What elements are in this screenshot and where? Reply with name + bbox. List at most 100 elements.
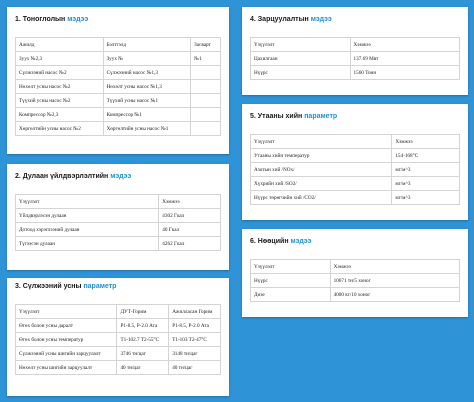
card-number: 1. xyxy=(15,16,21,23)
consumption-table: Үзүүлэлт Хэмжээ Цахилгаан 137.69 Мвт Нүүрс 15… xyxy=(250,37,461,80)
flue-gas-table: Үзүүлэлт Хэмжээ Утааны хийн температур 154-… xyxy=(249,134,460,205)
column-header: Хэмжээ xyxy=(158,194,221,209)
card-title-highlight: параметр xyxy=(304,113,338,120)
network-water-table: Үзүүлэлт ДУТ-Горим Ажилласан Горим Өгөх бол… xyxy=(14,304,221,375)
table-cell: Түүхий усны насос №1 xyxy=(102,93,192,108)
table-header-row: Үзүүлэлт ДУТ-Горим Ажилласан Горим xyxy=(14,304,221,319)
column-header: Хэмжээ xyxy=(329,259,461,274)
table-cell: №1 xyxy=(190,51,221,66)
table-cell: мг/м^3 xyxy=(391,162,460,177)
card-title-highlight: мэдээ xyxy=(290,238,312,245)
table-row: Компрессор №2,3 Компрессор №1 xyxy=(15,107,221,122)
equipment-table: Ажилд Бэлтгэлд Засварт Зуух №2,3 Зуух № №1 Сүл… xyxy=(15,37,221,136)
card-number: 4. xyxy=(250,16,256,23)
table-row: Нөхөлт усны шигийн зарцуулалт 40 тн/цаг 40… xyxy=(14,360,221,375)
column-header: Үзүүлэлт xyxy=(250,259,331,274)
table-cell: 4262 Гкал xyxy=(158,236,221,251)
table-cell: Хөргөлтийн усны насос №2 xyxy=(15,121,104,136)
equipment-info-card: 1. Тоноглолын мэдээ Ажилд Бэлтгэлд Засварт… xyxy=(7,7,229,154)
card-title-highlight: мэдээ xyxy=(67,16,89,23)
table-row: Зуух №2,3 Зуух № №1 xyxy=(15,51,221,66)
column-header: Үзүүлэлт xyxy=(14,194,160,209)
card-title-main: Тоноглолын xyxy=(22,16,66,23)
table-row: Сүлжээний насос №2 Сүлжээний насос №1,3 xyxy=(15,65,221,80)
table-cell: Нөхөлт усны насос №1,3 xyxy=(102,79,192,94)
table-header-row: Үзүүлэлт Хэмжээ xyxy=(250,37,461,52)
table-cell: T1-102.7 T2-55°C xyxy=(116,332,170,347)
table-cell: 154-168°C xyxy=(391,148,460,163)
reserve-card: 6. Нөөцийн мэдээ Үзүүлэлт Хэмжээ Нүүрс 1067… xyxy=(242,229,468,317)
column-header: Ажилд xyxy=(15,37,104,52)
table-cell: Үйлдвэрлэсэн дулаан xyxy=(14,208,160,223)
table-row: Нүүрс 10671 тн/5 хоног xyxy=(250,273,461,288)
table-row: Хүхрийн хий /SO2/мг/м^3 xyxy=(249,176,460,191)
table-cell: Нүүрс xyxy=(250,65,351,80)
card-title-main: Зарцуулалтын xyxy=(257,16,309,23)
card-number: 6. xyxy=(250,238,256,245)
card-title: 1. Тоноглолын мэдээ xyxy=(15,16,88,23)
table-cell: мг/м^3 xyxy=(391,190,460,205)
table-cell: Сүлжээний насос №1,3 xyxy=(102,65,192,80)
table-cell: Өгөх болон усны температур xyxy=(14,332,118,347)
table-cell: Цахилгаан xyxy=(250,51,351,66)
table-cell: T1-103 T2-47°C xyxy=(168,332,221,347)
table-cell: 10671 тн/5 хоног xyxy=(329,273,461,288)
reserve-table: Үзүүлэлт Хэмжээ Нүүрс 10671 тн/5 хоног Дизе 4… xyxy=(250,259,461,302)
table-header-row: Ажилд Бэлтгэлд Засварт xyxy=(15,37,221,52)
table-cell: Түгээсэн дулаан xyxy=(14,236,160,251)
table-cell: Хүхрийн хий /SO2/ xyxy=(249,176,393,191)
card-title-highlight: параметр xyxy=(83,283,117,290)
table-cell: 40 тн/цаг xyxy=(116,360,170,375)
card-title-main: Дулаан үйлдвэрлэлтийн xyxy=(22,173,109,180)
table-cell: Компрессор №2,3 xyxy=(15,107,104,122)
card-number: 2. xyxy=(15,173,21,180)
card-title-main: Сүлжээний усны xyxy=(22,283,82,290)
network-water-card: 3. Сүлжээний усны параметр Үзүүлэлт ДУТ-Г… xyxy=(7,278,229,396)
table-row: Азотын хий /NOx/мг/м^3 xyxy=(249,162,460,177)
column-header: Үзүүлэлт xyxy=(14,304,118,319)
table-cell xyxy=(190,121,221,136)
table-cell: P1-8.5, P-2.0 Ата xyxy=(168,318,221,333)
table-cell xyxy=(190,107,221,122)
table-cell xyxy=(190,79,221,94)
card-title-main: Нөөцийн xyxy=(257,238,289,245)
card-title: 4. Зарцуулалтын мэдээ xyxy=(250,16,332,23)
table-row: Дизе 4000 кг/10 хоног xyxy=(250,287,461,302)
column-header: Засварт xyxy=(190,37,221,52)
table-cell: 3746 тн/цаг xyxy=(116,346,170,361)
column-header: Бэлтгэлд xyxy=(102,37,192,52)
table-header-row: Үзүүлэлт Хэмжээ xyxy=(250,259,461,274)
heat-production-table: Үзүүлэлт Хэмжээ Үйлдвэрлэсэн дулаан 4302 Гк… xyxy=(14,194,221,251)
table-cell: Түүхий усны насос №2 xyxy=(15,93,104,108)
table-row: Өгөх болон усны даралт P1-8.5, P-2.0 Ата P… xyxy=(14,318,221,333)
table-row: Өгөх болон усны температур T1-102.7 T2-55… xyxy=(14,332,221,347)
table-cell: Сүлжээний усны шигийн зарцуулалт xyxy=(14,346,118,361)
table-row: Хөргөлтийн усны насос №2 Хөргөлтийн усны … xyxy=(15,121,221,136)
card-title: 6. Нөөцийн мэдээ xyxy=(250,238,312,245)
heat-production-card: 2. Дулаан үйлдвэрлэлтийн мэдээ Үзүүлэлт Х… xyxy=(7,164,229,270)
table-row: Цахилгаан 137.69 Мвт xyxy=(250,51,461,66)
card-number: 3. xyxy=(15,283,21,290)
table-cell: 4000 кг/10 хоног xyxy=(329,287,461,302)
card-title-main: Утааны хийн xyxy=(257,113,303,120)
table-cell: Нүүрс xyxy=(250,273,331,288)
table-cell: 4302 Гкал xyxy=(158,208,221,223)
card-title-highlight: мэдээ xyxy=(110,173,132,180)
flue-gas-card: 5. Утааны хийн параметр Үзүүлэлт Хэмжээ Ут… xyxy=(242,104,468,220)
consumption-card: 4. Зарцуулалтын мэдээ Үзүүлэлт Хэмжээ Цахи… xyxy=(242,7,468,95)
table-cell: Дизе xyxy=(250,287,331,302)
table-cell: Хөргөлтийн усны насос №1 xyxy=(102,121,192,136)
table-row: Түүхий усны насос №2 Түүхий усны насос №1 xyxy=(15,93,221,108)
table-cell xyxy=(190,93,221,108)
table-header-row: Үзүүлэлт Хэмжээ xyxy=(249,134,460,149)
table-cell: Утааны хийн температур xyxy=(249,148,393,163)
table-row: Нүүрс төрөгчийн хий /CO2/мг/м^3 xyxy=(249,190,460,205)
table-cell: Компрессор №1 xyxy=(102,107,192,122)
table-row: Нүүрс 1560 Тонн xyxy=(250,65,461,80)
table-row: Сүлжээний усны шигийн зарцуулалт 3746 тн/… xyxy=(14,346,221,361)
column-header: Хэмжээ xyxy=(391,134,460,149)
table-cell: Нүүрс төрөгчийн хий /CO2/ xyxy=(249,190,393,205)
table-cell: Азотын хий /NOx/ xyxy=(249,162,393,177)
table-cell: Нөхөлт усны шигийн зарцуулалт xyxy=(14,360,118,375)
table-cell xyxy=(190,65,221,80)
